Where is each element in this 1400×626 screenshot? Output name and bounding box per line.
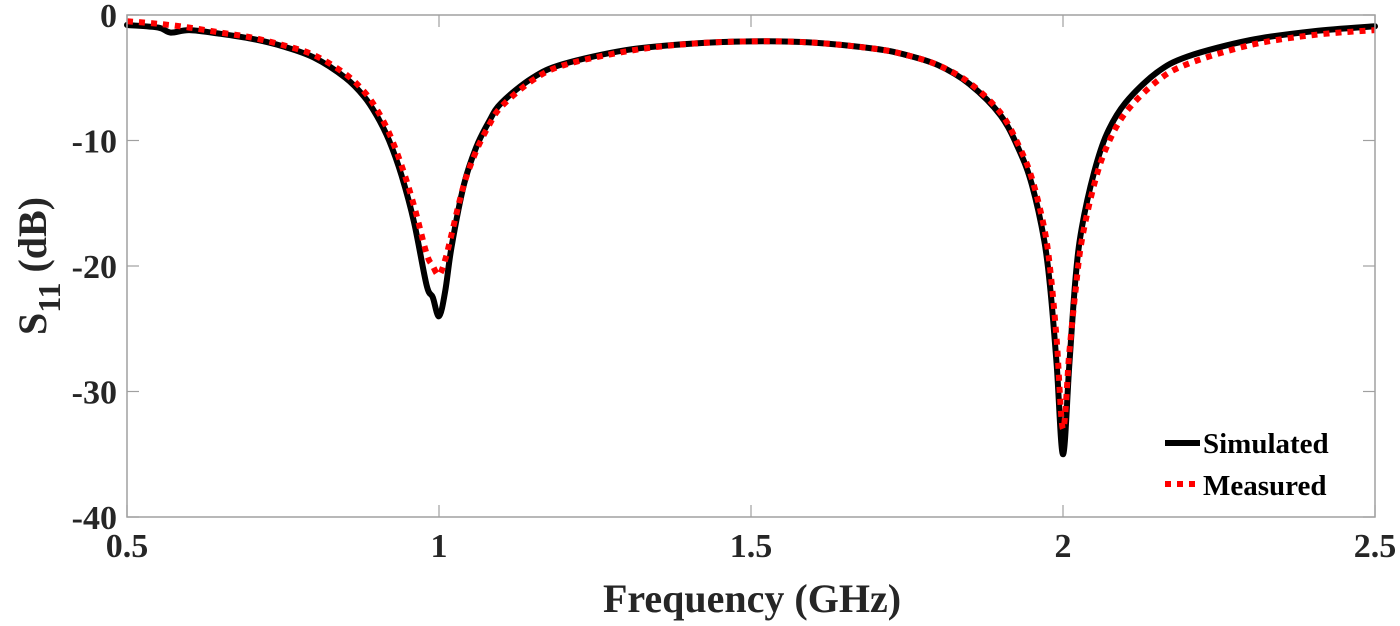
- x-tick-label: 2.5: [1354, 528, 1397, 565]
- legend-measured-label: Measured: [1203, 470, 1327, 502]
- series-measured: [126, 18, 1376, 433]
- tick-labels: 0.5 1 1.5 2 2.5 0 -10 -20 -30 -40: [72, 0, 1397, 565]
- svg-text:S11(dB): S11 (dB): [10, 197, 67, 335]
- legend: Simulated Measured: [1165, 428, 1329, 502]
- x-tick-label: 2: [1055, 528, 1072, 565]
- y-tick-label: -20: [72, 249, 117, 286]
- y-tick-label: -30: [72, 375, 117, 412]
- x-tick-label: 1: [431, 528, 448, 565]
- y-axis-title: S11 (dB): [10, 197, 67, 335]
- x-axis-title: Frequency (GHz): [603, 576, 901, 621]
- legend-simulated-label: Simulated: [1203, 428, 1329, 460]
- series-layer: [124, 18, 1378, 458]
- y-axis-title-sub: 11: [31, 283, 67, 313]
- y-axis-title-unit: (dB): [10, 197, 55, 273]
- y-tick-label: 0: [100, 0, 117, 35]
- x-tick-label: 1.5: [730, 528, 773, 565]
- plot-area: [127, 15, 1375, 517]
- plot-background: [127, 15, 1375, 517]
- y-tick-label: -40: [72, 500, 117, 537]
- axes: [126, 14, 1376, 518]
- y-axis-title-main: S: [10, 313, 55, 335]
- x-tick-label: 0.5: [106, 528, 149, 565]
- y-tick-label: -10: [72, 124, 117, 161]
